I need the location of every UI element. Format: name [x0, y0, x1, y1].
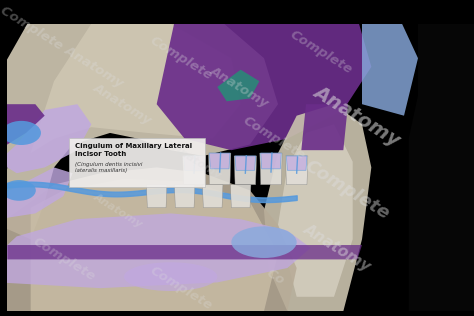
Polygon shape: [209, 153, 231, 185]
Polygon shape: [235, 156, 255, 170]
Polygon shape: [174, 185, 195, 208]
Text: Complete: Complete: [301, 157, 393, 224]
Polygon shape: [285, 156, 308, 185]
Ellipse shape: [124, 262, 218, 291]
FancyBboxPatch shape: [69, 138, 205, 187]
Polygon shape: [157, 18, 371, 150]
Text: Anatomy: Anatomy: [301, 221, 374, 275]
Text: (Cingulum dentis incisivi
lateralis maxillaris): (Cingulum dentis incisivi lateralis maxi…: [75, 162, 142, 173]
Polygon shape: [0, 104, 45, 150]
Polygon shape: [146, 185, 167, 208]
Polygon shape: [301, 104, 348, 150]
Polygon shape: [184, 156, 204, 170]
Circle shape: [2, 180, 36, 201]
Text: Anatomy: Anatomy: [91, 81, 155, 127]
Text: Complete: Complete: [287, 28, 355, 77]
Polygon shape: [409, 18, 474, 311]
Polygon shape: [31, 179, 278, 311]
Text: Cingulum of Maxillary Lateral
Incisor Tooth: Cingulum of Maxillary Lateral Incisor To…: [75, 143, 192, 157]
Polygon shape: [261, 153, 281, 169]
Text: Complete Anatomy: Complete Anatomy: [0, 3, 126, 90]
Text: Anatomy: Anatomy: [171, 143, 223, 181]
Polygon shape: [264, 104, 371, 311]
Polygon shape: [278, 124, 353, 297]
Circle shape: [2, 121, 41, 145]
Polygon shape: [8, 245, 362, 259]
Polygon shape: [210, 153, 230, 169]
Polygon shape: [234, 156, 256, 185]
Text: Co: Co: [264, 266, 287, 287]
Polygon shape: [230, 185, 251, 208]
Polygon shape: [31, 24, 241, 153]
Polygon shape: [0, 213, 310, 288]
Polygon shape: [260, 153, 282, 185]
Text: Complete: Complete: [31, 235, 98, 284]
Polygon shape: [286, 156, 307, 170]
Polygon shape: [362, 18, 418, 116]
Text: Anatomy: Anatomy: [208, 64, 271, 110]
Ellipse shape: [231, 226, 297, 258]
Text: Complete: Complete: [147, 264, 214, 313]
Polygon shape: [0, 18, 278, 239]
Polygon shape: [0, 167, 73, 219]
Polygon shape: [218, 70, 259, 101]
Text: Anatomy: Anatomy: [310, 82, 404, 150]
Polygon shape: [183, 156, 205, 185]
Text: Anatomy: Anatomy: [91, 191, 144, 230]
Text: Complete: Complete: [241, 114, 308, 163]
Text: Complete: Complete: [147, 34, 214, 82]
Polygon shape: [202, 185, 223, 208]
Polygon shape: [0, 104, 91, 173]
Polygon shape: [0, 167, 297, 311]
